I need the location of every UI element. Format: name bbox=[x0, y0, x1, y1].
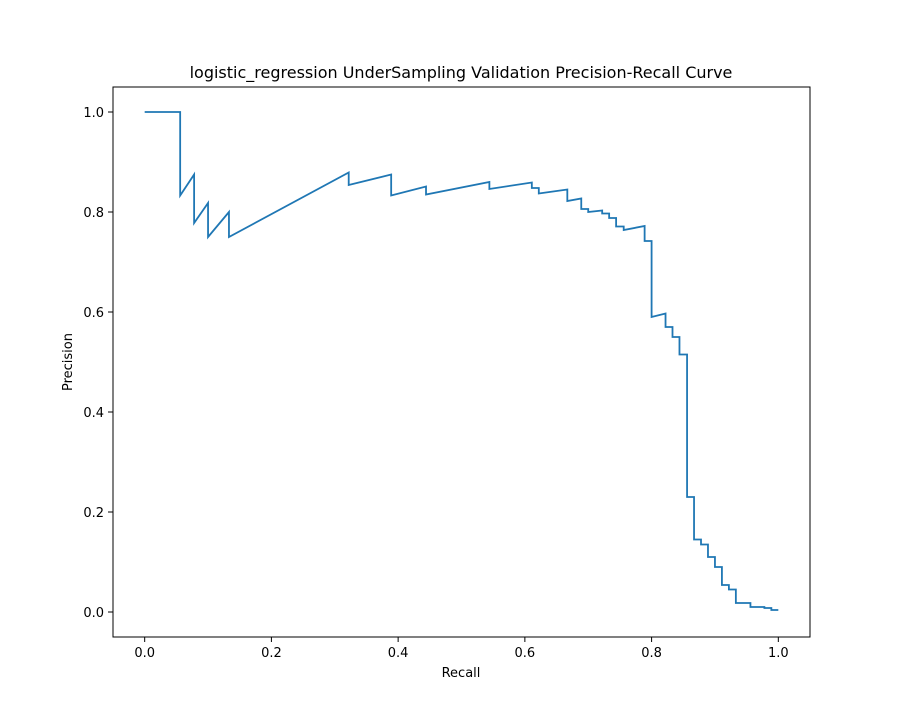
x-tick-label: 0.0 bbox=[134, 646, 155, 661]
chart-title: logistic_regression UnderSampling Valida… bbox=[190, 63, 733, 83]
x-axis-label: Recall bbox=[442, 666, 481, 681]
x-tick-label: 0.4 bbox=[388, 646, 409, 661]
x-tick-label: 0.8 bbox=[641, 646, 662, 661]
x-tick-label: 0.6 bbox=[515, 646, 536, 661]
x-tick-label: 1.0 bbox=[768, 646, 789, 661]
axes: 0.0 0.2 0.4 0.6 0.8 1.0 0.0 0.2 0.4 0.6 0.8 1.0 bbox=[83, 86, 811, 661]
y-axis-label: Precision bbox=[61, 333, 76, 391]
y-tick-label: 0.4 bbox=[83, 406, 104, 421]
series-line-0 bbox=[144, 111, 779, 611]
y-tick-label: 0.2 bbox=[83, 506, 104, 521]
y-tick-label: 0.6 bbox=[83, 306, 104, 321]
x-tick-label: 0.2 bbox=[261, 646, 282, 661]
y-tick-label: 0.0 bbox=[83, 606, 104, 621]
y-tick-label: 1.0 bbox=[83, 106, 104, 121]
y-tick-label: 0.8 bbox=[83, 206, 104, 221]
plot-frame bbox=[112, 86, 811, 638]
